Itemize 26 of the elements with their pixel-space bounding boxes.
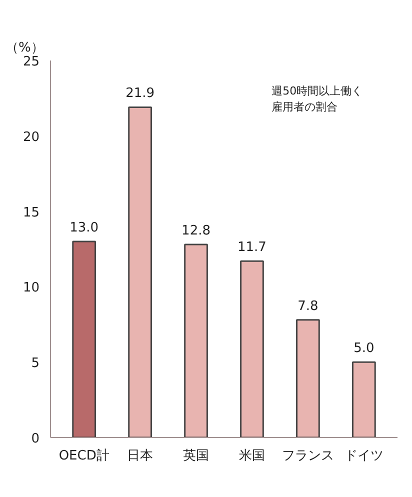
data-label: 12.8 (182, 223, 210, 238)
data-label: 7.8 (298, 298, 318, 314)
bar (184, 244, 208, 438)
annotation: 週50時間以上働く雇用者の割合 (272, 84, 363, 114)
y-tick-label: 20 (22, 130, 40, 145)
x-tick-label: 米国 (238, 448, 265, 464)
y-tick-label: 0 (31, 432, 40, 446)
x-tick-label: 英国 (183, 448, 210, 464)
x-tick-label: ドイツ (344, 448, 384, 464)
x-tick-label: フランス (282, 448, 334, 464)
x-tick-label: 日本 (127, 448, 154, 464)
x-tick-label: OECD計 (58, 448, 110, 464)
bar (352, 361, 376, 438)
y-tick-label: 10 (22, 280, 40, 296)
data-label: 5.0 (354, 341, 374, 356)
bar (128, 106, 152, 438)
y-axis-title: （%） (6, 40, 44, 56)
data-label: 21.9 (126, 86, 155, 102)
bar (296, 319, 320, 438)
data-label: 11.7 (238, 240, 266, 256)
data-label: 13.0 (70, 220, 99, 236)
bar (72, 240, 96, 438)
y-tick-label: 25 (22, 54, 40, 70)
y-tick-label: 15 (22, 205, 40, 220)
y-tick-label: 5 (31, 356, 40, 372)
bar (240, 260, 264, 438)
